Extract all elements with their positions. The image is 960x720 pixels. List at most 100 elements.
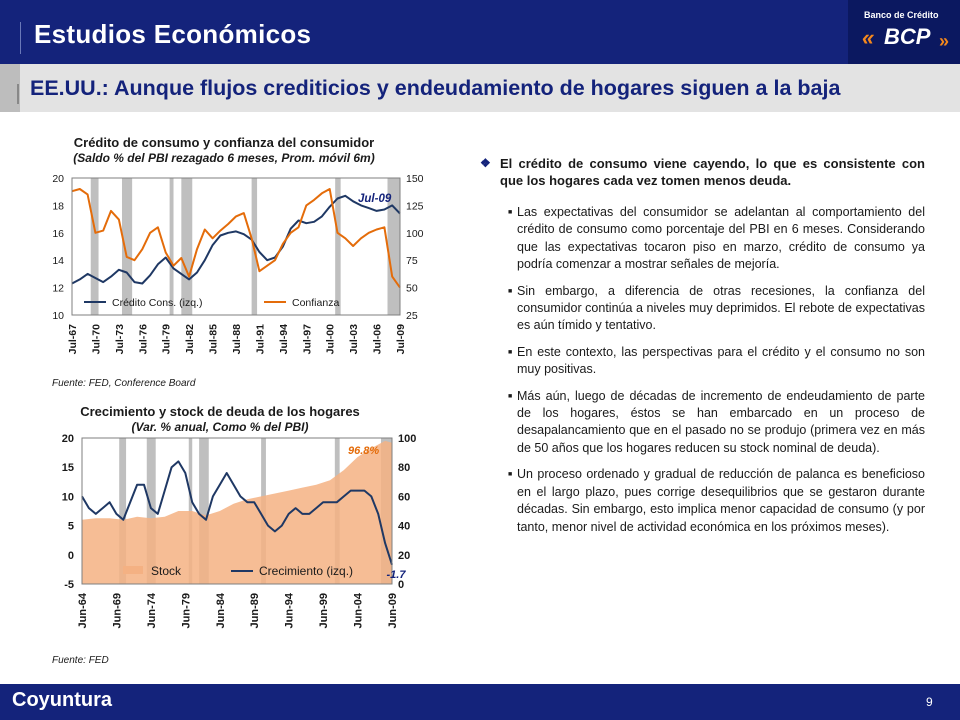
- y-right-tick-label: 60: [398, 491, 410, 503]
- x-tick-label: Jul-70: [90, 324, 102, 355]
- x-tick-label: Jul-03: [348, 324, 360, 355]
- sub-bullet: ■ En este contexto, las perspectivas par…: [508, 344, 925, 379]
- series-line-0: [71, 194, 401, 285]
- y-left-tick-label: 20: [52, 173, 64, 185]
- recession-band: [119, 438, 127, 584]
- x-tick-label: Jun-84: [215, 592, 227, 628]
- y-left-tick-label: 14: [52, 255, 64, 267]
- chart1-source: Fuente: FED, Conference Board: [52, 378, 196, 389]
- series-area-stock: [82, 440, 392, 584]
- y-right-tick-label: 100: [406, 228, 424, 240]
- plot-frame: [71, 177, 401, 316]
- recession-band: [387, 178, 400, 315]
- legend-label: Confianza: [292, 297, 339, 309]
- y-left-tick-label: -5: [64, 579, 74, 591]
- x-tick-label: Jun-99: [318, 593, 330, 628]
- header-title: Estudios Económicos: [34, 19, 312, 49]
- slide-subtitle: EE.UU.: Aunque flujos crediticios y ende…: [30, 76, 841, 100]
- sub-bullet: ■ Las expectativas del consumidor se ade…: [508, 204, 925, 274]
- x-tick-label: Jul-82: [184, 324, 196, 355]
- y-right-tick-label: 80: [398, 462, 410, 474]
- chart1-title: Crédito de consumo y confianza del consu…: [73, 135, 375, 150]
- y-left-tick-label: 15: [62, 462, 74, 474]
- x-tick-label: Jul-91: [254, 324, 266, 355]
- chart2-source: Fuente: FED: [52, 655, 109, 666]
- x-tick-label: Jul-00: [325, 324, 337, 355]
- square-bullet-icon: ■: [508, 209, 513, 216]
- square-bullet-icon: ■: [508, 287, 513, 295]
- bank-name: Banco de Crédito: [864, 10, 939, 20]
- recession-band: [335, 178, 341, 315]
- square-bullet-icon: ■: [508, 392, 513, 400]
- sub-bullet-text: Sin embargo, a diferencia de otras reces…: [517, 283, 925, 333]
- x-tick-label: Jun-69: [111, 593, 123, 628]
- y-right-tick-label: 125: [406, 200, 424, 212]
- y-left-tick-label: 16: [52, 228, 64, 240]
- legend-swatch: [123, 566, 143, 574]
- y-right-tick-label: 20: [398, 550, 410, 562]
- x-tick-label: Jul-88: [231, 324, 243, 355]
- x-tick-label: Jun-74: [146, 592, 158, 628]
- x-tick-label: Jul-73: [114, 324, 126, 355]
- subtitle-tick: [17, 84, 19, 104]
- y-right-tick-label: 150: [406, 173, 424, 185]
- y-left-tick-label: 0: [68, 550, 74, 562]
- chart-annotation: 96.8%: [348, 445, 379, 457]
- x-tick-label: Jun-09: [387, 593, 399, 628]
- y-left-tick-label: 10: [52, 310, 64, 322]
- recession-band: [146, 438, 156, 584]
- y-right-tick-label: 25: [406, 310, 418, 322]
- page-number: 9: [926, 695, 933, 709]
- sub-bullet-text: En este contexto, las perspectivas para …: [517, 344, 925, 377]
- x-tick-label: Jun-89: [249, 593, 261, 628]
- y-right-tick-label: 40: [398, 521, 410, 533]
- header-divider: [20, 22, 21, 54]
- recession-band: [181, 178, 193, 315]
- square-bullet-icon: ■: [508, 471, 513, 479]
- recession-band: [199, 438, 209, 584]
- x-tick-label: Jul-06: [372, 324, 384, 355]
- x-tick-label: Jul-79: [161, 324, 173, 355]
- logo-chevrons-icon: «: [862, 25, 874, 50]
- x-tick-label: Jul-67: [67, 324, 79, 355]
- y-left-tick-label: 5: [68, 521, 74, 533]
- subtitle-band: [0, 64, 960, 112]
- sub-bullet-text: Más aún, luego de décadas de incremento …: [517, 388, 925, 455]
- x-tick-label: Jul-97: [301, 324, 313, 355]
- recession-band: [169, 178, 174, 315]
- x-tick-label: Jul-09: [395, 324, 407, 355]
- recession-band: [121, 178, 133, 315]
- chart2-title: Crecimiento y stock de deuda de los hoga…: [80, 404, 360, 419]
- legend-label: Crecimiento (izq.): [259, 564, 353, 578]
- x-tick-label: Jul-76: [137, 324, 149, 355]
- subtitle-accent-bar: [0, 64, 20, 112]
- x-tick-label: Jun-64: [77, 592, 89, 628]
- series-line-1: [71, 188, 401, 289]
- x-tick-label: Jun-79: [180, 593, 192, 628]
- series-line-0: [81, 460, 393, 566]
- footer-bar: [0, 684, 960, 720]
- chart1-consumer-credit-confidence: 10 12 14 16 18 20 25 50 75 100 125 150 Jul-67 Jul-70 J…: [52, 173, 424, 355]
- sub-bullet-text: Un proceso ordenado y gradual de reducci…: [517, 467, 925, 534]
- recession-band: [90, 178, 99, 315]
- y-right-tick-label: 50: [406, 283, 418, 295]
- square-bullet-icon: ■: [508, 348, 513, 356]
- y-right-tick-label: 75: [406, 255, 418, 267]
- y-left-tick-label: 20: [62, 433, 74, 445]
- logo-dot-icon: »: [939, 31, 950, 51]
- x-tick-label: Jun-94: [284, 592, 296, 628]
- sub-bullet: ■ Más aún, luego de décadas de increment…: [508, 388, 925, 458]
- chart1-subtitle: (Saldo % del PBI rezagado 6 meses, Prom.…: [73, 151, 375, 165]
- x-tick-label: Jul-85: [208, 324, 220, 355]
- sub-bullet: ■ Sin embargo, a diferencia de otras rec…: [508, 283, 925, 335]
- sub-bullet: ■ Un proceso ordenado y gradual de reduc…: [508, 466, 925, 536]
- y-right-tick-label: 0: [398, 579, 404, 591]
- x-tick-label: Jun-04: [353, 592, 365, 628]
- y-right-tick-label: 100: [398, 433, 416, 445]
- header-bar: [0, 0, 960, 64]
- chart2-subtitle: (Var. % anual, Como % del PBI): [131, 420, 309, 434]
- plot-frame: [81, 437, 393, 585]
- diamond-bullet-icon: ❖: [480, 156, 491, 170]
- bullet-list: ❖ El crédito de consumo viene cayendo, l…: [480, 155, 925, 545]
